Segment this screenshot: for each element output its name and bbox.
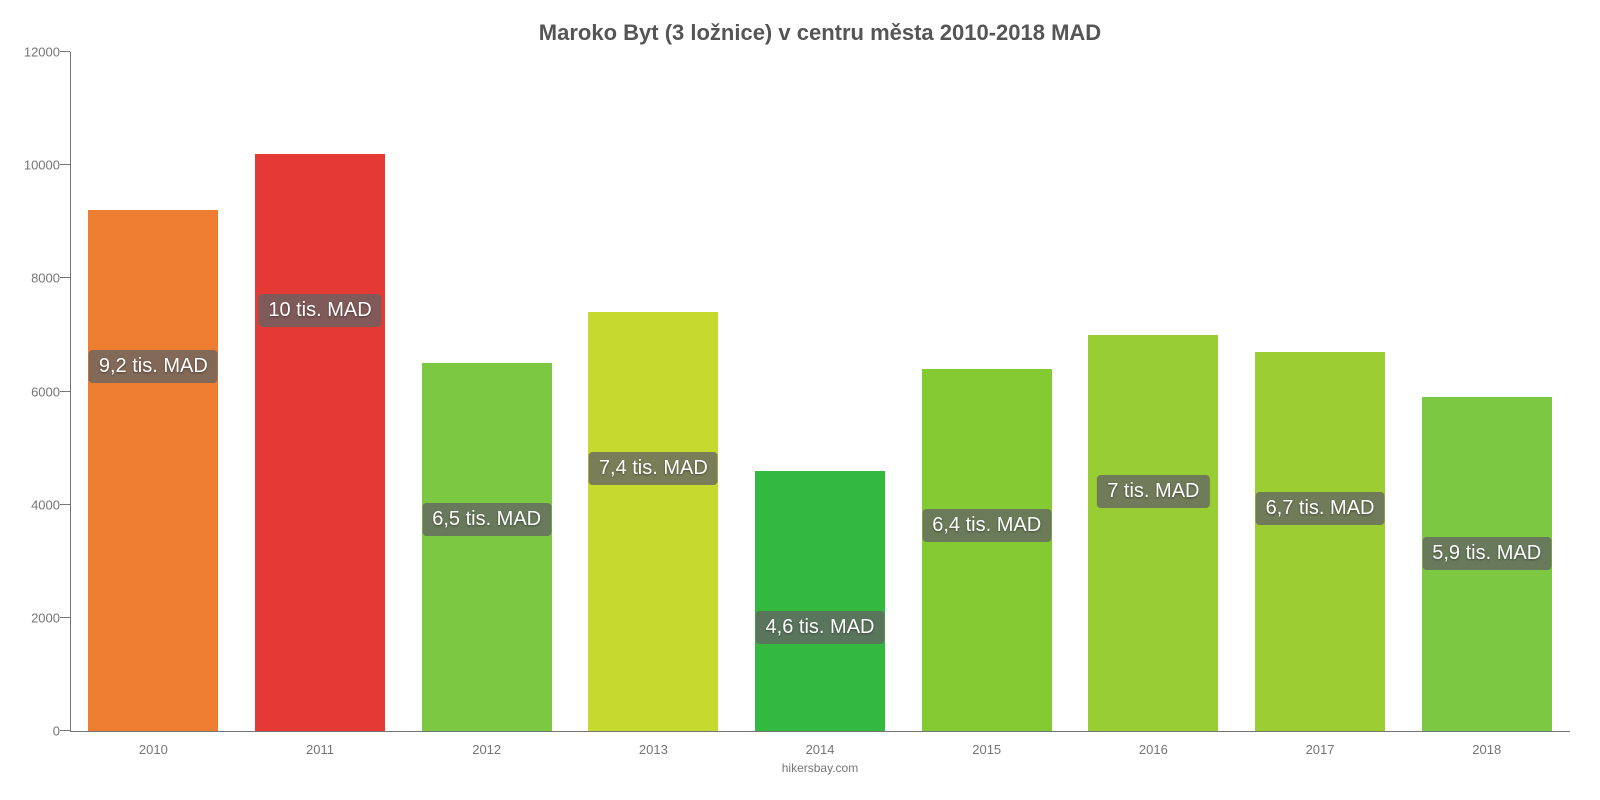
- x-axis-labels: 201020112012201320142015201620172018: [70, 742, 1570, 757]
- y-tick-label: 0: [10, 724, 60, 739]
- y-tick: [60, 730, 70, 731]
- y-tick: [60, 504, 70, 505]
- bar-value-label: 7 tis. MAD: [1097, 475, 1209, 508]
- bar-value-label: 6,4 tis. MAD: [922, 509, 1051, 542]
- y-tick: [60, 277, 70, 278]
- chart-container: Maroko Byt (3 ložnice) v centru města 20…: [0, 0, 1600, 800]
- bars-group: 9,2 tis. MAD 10 tis. MAD 6,5 tis. MAD 7,4 t…: [70, 52, 1570, 731]
- bar: 7,4 tis. MAD: [588, 312, 718, 731]
- bar-slot: 7 tis. MAD: [1070, 52, 1237, 731]
- bar: 4,6 tis. MAD: [755, 471, 885, 731]
- x-tick-label: 2014: [737, 742, 904, 757]
- bar-value-label: 9,2 tis. MAD: [89, 350, 218, 383]
- bar-value-label: 4,6 tis. MAD: [756, 611, 885, 644]
- bar-slot: 6,4 tis. MAD: [903, 52, 1070, 731]
- y-tick: [60, 51, 70, 52]
- y-tick-label: 6000: [10, 384, 60, 399]
- bar-slot: 10 tis. MAD: [237, 52, 404, 731]
- bar: 7 tis. MAD: [1088, 335, 1218, 731]
- plot-area: 020004000600080001000012000 9,2 tis. MAD…: [70, 52, 1570, 732]
- x-tick-label: 2016: [1070, 742, 1237, 757]
- bar-value-label: 6,5 tis. MAD: [422, 503, 551, 536]
- bar-value-label: 6,7 tis. MAD: [1256, 492, 1385, 525]
- bar-value-label: 5,9 tis. MAD: [1422, 537, 1551, 570]
- y-tick-label: 8000: [10, 271, 60, 286]
- bar-value-label: 7,4 tis. MAD: [589, 452, 718, 485]
- bar: 6,5 tis. MAD: [422, 363, 552, 731]
- y-tick-label: 2000: [10, 610, 60, 625]
- bar: 6,7 tis. MAD: [1255, 352, 1385, 731]
- bar: 6,4 tis. MAD: [922, 369, 1052, 731]
- y-tick-label: 4000: [10, 497, 60, 512]
- bar: 9,2 tis. MAD: [88, 210, 218, 731]
- bar-slot: 9,2 tis. MAD: [70, 52, 237, 731]
- x-tick-label: 2018: [1403, 742, 1570, 757]
- y-tick: [60, 164, 70, 165]
- bar-slot: 5,9 tis. MAD: [1403, 52, 1570, 731]
- y-tick-label: 12000: [10, 45, 60, 60]
- x-tick-label: 2012: [403, 742, 570, 757]
- y-tick: [60, 617, 70, 618]
- bar-slot: 6,5 tis. MAD: [403, 52, 570, 731]
- bar: 10 tis. MAD: [255, 154, 385, 731]
- bar: 5,9 tis. MAD: [1422, 397, 1552, 731]
- x-tick-label: 2015: [903, 742, 1070, 757]
- y-tick-label: 10000: [10, 158, 60, 173]
- bar-slot: 6,7 tis. MAD: [1237, 52, 1404, 731]
- bar-slot: 7,4 tis. MAD: [570, 52, 737, 731]
- x-tick-label: 2017: [1237, 742, 1404, 757]
- x-tick-label: 2010: [70, 742, 237, 757]
- footer-credit: hikersbay.com: [70, 761, 1570, 775]
- chart-title: Maroko Byt (3 ložnice) v centru města 20…: [70, 20, 1570, 46]
- bar-slot: 4,6 tis. MAD: [737, 52, 904, 731]
- y-tick: [60, 391, 70, 392]
- bar-value-label: 10 tis. MAD: [258, 294, 381, 327]
- x-tick-label: 2011: [237, 742, 404, 757]
- x-tick-label: 2013: [570, 742, 737, 757]
